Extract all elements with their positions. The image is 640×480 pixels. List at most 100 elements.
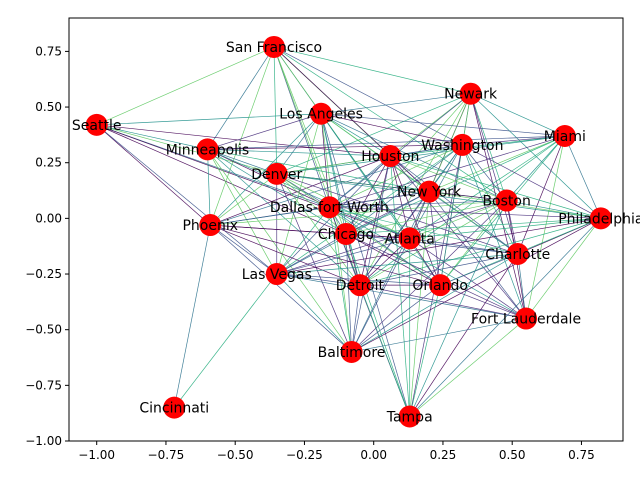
graph-edge (320, 113, 361, 286)
node-label: San Francisco (226, 40, 322, 56)
y-tick-label: 0.00 (35, 211, 62, 225)
graph-edge (409, 238, 518, 255)
graph-edge (564, 135, 602, 219)
graph-edge (273, 46, 278, 174)
node-label: Charlotte (485, 247, 550, 263)
graph-edge (517, 135, 566, 255)
graph-edge (409, 318, 527, 417)
graph-edge (96, 124, 277, 175)
node-label: Seattle (72, 118, 122, 134)
graph-edge (359, 285, 411, 417)
x-tick-label: −0.25 (286, 448, 323, 462)
graph-edge (351, 284, 441, 353)
graph-node (429, 274, 452, 297)
y-tick-label: −0.50 (25, 323, 62, 337)
graph-edge (470, 93, 602, 219)
graph-node (265, 162, 288, 185)
graph-edge (173, 224, 211, 408)
node-label: Houston (361, 149, 419, 165)
graph-edge (409, 238, 527, 319)
graph-edge (273, 46, 471, 95)
node-label: Las Vegas (242, 267, 312, 283)
graph-edge (462, 144, 602, 219)
graph-edge (345, 233, 352, 352)
graph-edge (390, 135, 565, 157)
graph-edge (207, 113, 322, 150)
graph-edge (409, 135, 566, 239)
graph-edge (409, 253, 519, 417)
graph-edge (210, 224, 352, 353)
graph-edge (210, 200, 507, 226)
graph-node (379, 145, 402, 168)
x-tick-label: 0.25 (430, 448, 457, 462)
node-label: Minneapolis (166, 142, 249, 158)
node-label: Chicago (318, 227, 374, 243)
graph-node (340, 340, 363, 363)
graph-node (506, 242, 529, 265)
graph-edge (329, 206, 410, 239)
graph-edge (210, 224, 441, 286)
graph-node (310, 102, 333, 125)
graph-edge (210, 144, 463, 226)
graph-edge (207, 144, 463, 150)
graph-edge (210, 224, 277, 275)
graph-edge (96, 46, 275, 126)
graph-edge (96, 124, 277, 275)
graph-edge (329, 206, 441, 286)
graph-edge (440, 253, 518, 286)
graph-edge (345, 233, 518, 255)
graph-edge (409, 218, 601, 239)
axes-frame (68, 17, 624, 442)
graph-edge (96, 124, 211, 226)
graph-edge (390, 155, 601, 219)
graph-edge (428, 191, 527, 319)
graph-edge (345, 191, 430, 235)
node-label: Tampa (386, 410, 433, 426)
node-label: Denver (251, 167, 302, 183)
graph-node (398, 405, 421, 428)
graph-node (196, 138, 219, 161)
node-label: Miami (544, 129, 586, 145)
node-label: Boston (482, 194, 530, 210)
graph-edge (320, 113, 330, 208)
graph-node (451, 133, 474, 156)
graph-edge (462, 144, 519, 255)
graph-node (418, 180, 441, 203)
graph-node (495, 189, 518, 212)
graph-edge (329, 207, 352, 353)
graph-edge (351, 285, 361, 352)
graph-edge (329, 206, 527, 319)
x-tick-label: −0.75 (148, 448, 185, 462)
graph-edge (276, 173, 518, 255)
graph-edge (276, 273, 527, 319)
graph-edge (96, 124, 208, 150)
graph-edge (470, 93, 565, 137)
graph-edge (389, 155, 411, 239)
node-label: Newark (444, 87, 498, 103)
y-tick-label: −0.25 (25, 267, 62, 281)
graph-edge (210, 173, 277, 226)
graph-edge (359, 284, 527, 319)
graph-edge (207, 135, 565, 150)
graph-edge (462, 144, 507, 201)
graph-edge (390, 155, 507, 201)
graph-node (262, 35, 285, 58)
graph-edge (276, 273, 360, 286)
graph-edge (320, 113, 507, 201)
x-tick-label: 0.75 (568, 448, 595, 462)
graph-edge (273, 46, 361, 286)
graph-node (335, 222, 357, 245)
graph-edge (210, 113, 322, 226)
node-label: Atlanta (385, 231, 435, 247)
graph-edge (345, 93, 471, 235)
graph-edge (359, 253, 518, 286)
graph-edge (351, 238, 411, 353)
graph-edge (96, 124, 391, 157)
node-label: New York (397, 185, 462, 201)
graph-edge (409, 200, 507, 417)
graph-edge (351, 218, 602, 353)
graph-edge (329, 155, 391, 208)
graph-edge (276, 144, 463, 275)
graph-edge (345, 200, 507, 235)
